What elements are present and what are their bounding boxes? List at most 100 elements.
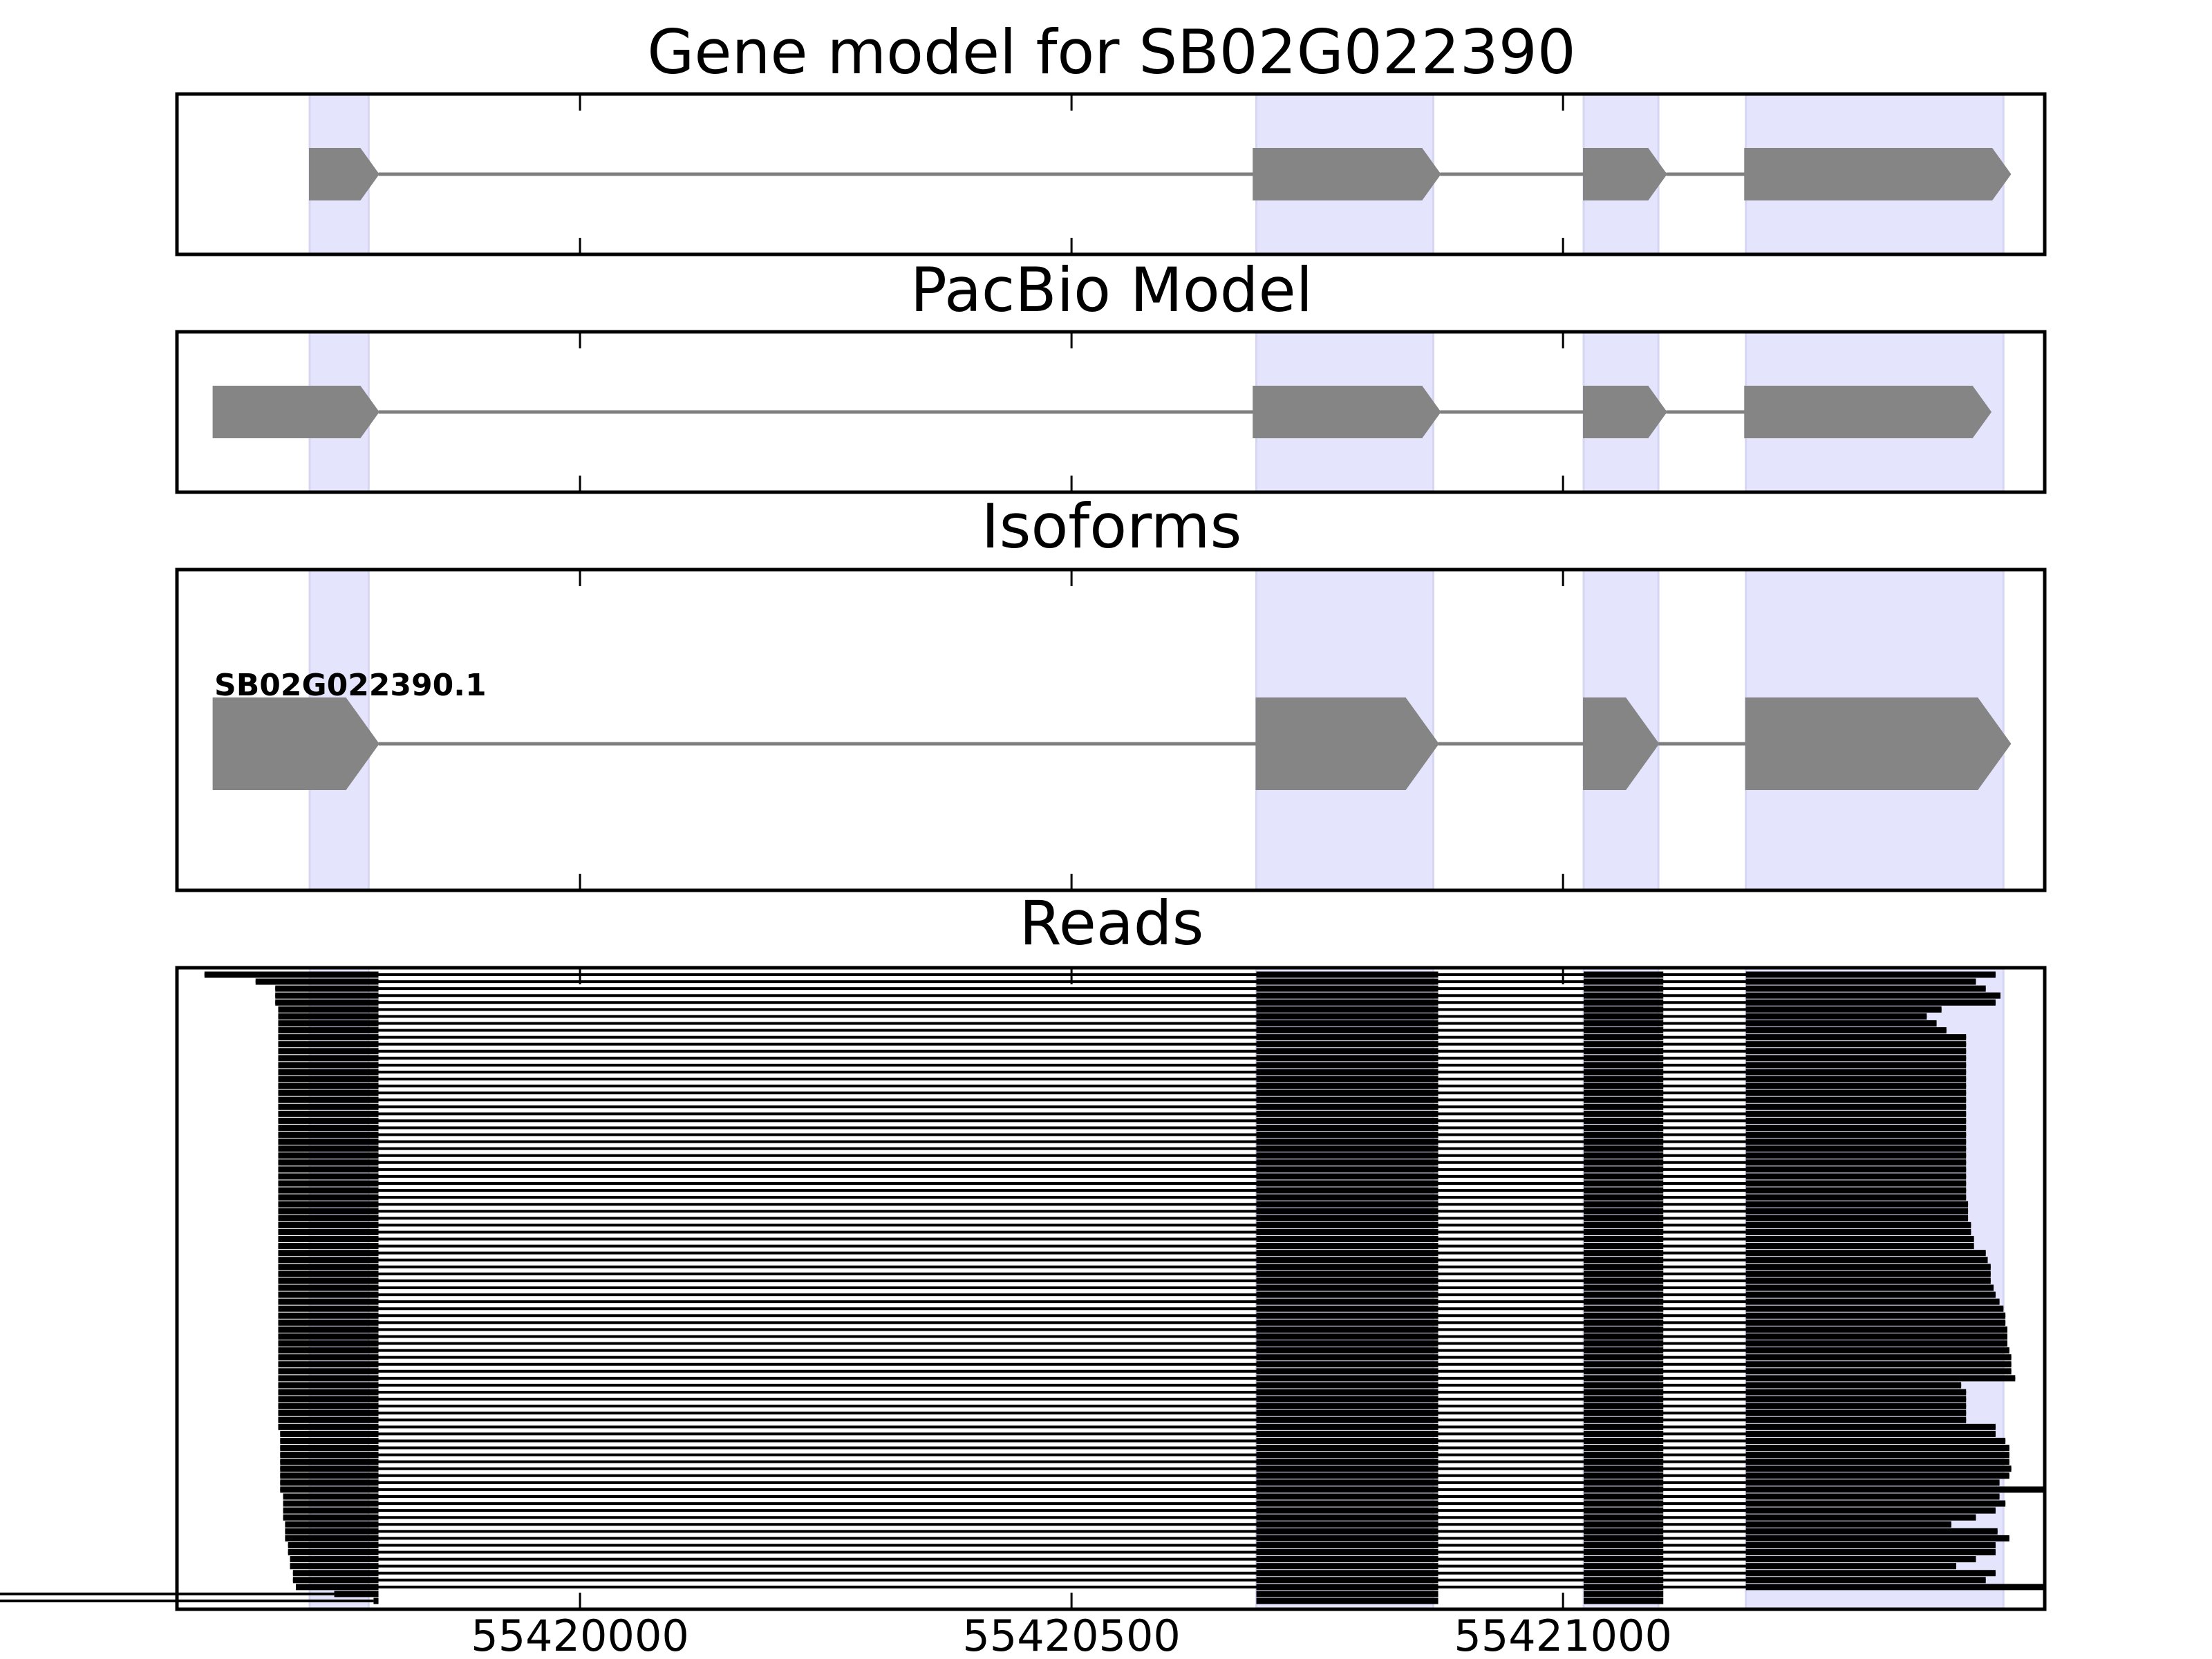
read-46	[278, 1284, 1994, 1291]
read-exon-1	[278, 1215, 379, 1221]
read-exon-2	[1256, 1409, 1438, 1416]
read-exon-1	[278, 1027, 379, 1034]
read-76	[283, 1493, 2000, 1500]
pacbio-model-panel	[175, 330, 2047, 494]
read-exon-2	[1256, 992, 1438, 999]
read-exon-2	[1256, 1180, 1438, 1187]
read-47	[278, 1291, 1996, 1298]
read-exon-3	[1584, 1591, 1664, 1597]
read-exon-2	[1256, 1159, 1438, 1166]
read-exon-4	[1745, 1528, 1998, 1535]
read-exon-1	[283, 1500, 379, 1507]
read-49	[278, 1305, 2004, 1312]
read-exon-2	[1256, 1096, 1438, 1103]
read-exon-2	[1256, 1493, 1438, 1500]
read-54	[278, 1340, 2007, 1347]
read-exon-1	[278, 1180, 379, 1187]
read-exon-2	[1256, 1173, 1438, 1180]
read-exon-3	[1584, 1312, 1664, 1319]
read-exon-4	[1745, 1013, 1927, 1020]
read-exon-2	[1256, 1041, 1438, 1048]
x-axis-tick-labels: 55420000 55420500 55421000	[471, 1611, 1672, 1659]
read-exon-3	[1584, 1103, 1664, 1110]
read-exon-4	[1745, 1549, 1996, 1556]
read-37	[278, 1221, 1971, 1228]
read-61	[278, 1389, 1967, 1396]
read-exon-1	[288, 1549, 379, 1556]
read-exon-1	[278, 1208, 379, 1215]
read-exon-2	[1256, 1145, 1438, 1152]
read-exon-3	[1584, 1493, 1664, 1500]
read-exon-3	[1584, 1465, 1664, 1472]
read-exon-2	[1256, 1006, 1438, 1013]
read-exon-4	[1745, 1034, 1967, 1041]
read-exon-3	[1584, 1132, 1664, 1138]
read-exon-4	[1745, 1305, 2004, 1312]
read-exon-4	[1745, 1577, 1986, 1584]
read-73	[280, 1472, 2009, 1479]
read-exon-3	[1584, 1354, 1664, 1361]
read-exon-1	[275, 992, 379, 999]
read-39	[278, 1236, 1974, 1243]
read-exon-4	[1745, 1062, 1967, 1069]
read-exon-2	[1256, 1375, 1438, 1382]
read-exon-4	[1745, 1257, 1988, 1264]
read-exon-1	[278, 1041, 379, 1048]
read-exon-2	[1256, 1591, 1438, 1597]
read-exon-2	[1256, 1528, 1438, 1535]
read-57	[278, 1361, 2012, 1368]
read-exon-3	[1584, 1194, 1664, 1201]
read-exon-2	[1256, 1500, 1438, 1507]
read-exon-1	[278, 1236, 379, 1243]
read-20	[278, 1103, 1967, 1110]
read-exon-2	[1256, 1437, 1438, 1444]
read-exon-3	[1584, 992, 1664, 999]
read-84	[288, 1549, 1996, 1556]
read-exon-3	[1584, 1006, 1664, 1013]
read-exon-2	[1256, 1257, 1438, 1264]
read-exon-2	[1256, 1034, 1438, 1041]
read-45	[278, 1277, 1991, 1284]
read-exon-1	[278, 1089, 379, 1096]
read-28	[278, 1159, 1967, 1166]
read-exon-1	[278, 1132, 379, 1138]
read-3	[275, 985, 1986, 992]
read-15	[278, 1069, 1967, 1076]
read-exon-1	[275, 999, 379, 1006]
read-1	[204, 971, 1996, 978]
read-exon-2	[1256, 1221, 1438, 1228]
read-exon-3	[1584, 1563, 1664, 1570]
read-exon-2	[1256, 1326, 1438, 1333]
read-14	[278, 1062, 1967, 1069]
read-exon-4	[1745, 1541, 1996, 1548]
read-exon-2	[1256, 1465, 1438, 1472]
isoform-label: SB02G022390.1	[214, 668, 487, 703]
read-exon-4	[1745, 1563, 1957, 1570]
read-exon-4	[1745, 1020, 1937, 1027]
read-exon-3	[1584, 1535, 1664, 1541]
read-exon-3	[1584, 1347, 1664, 1354]
read-exon-2	[1256, 1103, 1438, 1110]
read-exon-2	[1256, 1347, 1438, 1354]
read-exon-3	[1584, 985, 1664, 992]
read-exon-4	[1745, 1166, 1967, 1173]
read-12	[278, 1048, 1967, 1055]
read-exon-4	[1745, 1152, 1967, 1159]
read-88	[292, 1577, 1986, 1584]
read-exon-4	[1745, 1556, 1976, 1563]
read-exon-3	[1584, 1124, 1664, 1131]
isoforms-panel	[175, 568, 2047, 892]
read-exon-3	[1584, 1180, 1664, 1187]
read-exon-3	[1584, 1528, 1664, 1535]
read-74	[280, 1479, 2000, 1486]
read-exon-4	[1745, 1409, 1967, 1416]
read-exon-4	[1745, 1228, 1971, 1235]
x-tick-label-3: 55421000	[1454, 1611, 1672, 1659]
read-50	[278, 1312, 2006, 1319]
read-exon-2	[1256, 1298, 1438, 1305]
read-exon-1	[278, 1243, 379, 1250]
read-exon-4	[1745, 978, 1976, 985]
read-exon-3	[1584, 1486, 1664, 1493]
read-exon-1	[278, 1319, 379, 1326]
read-exon-4	[1745, 1298, 2000, 1305]
